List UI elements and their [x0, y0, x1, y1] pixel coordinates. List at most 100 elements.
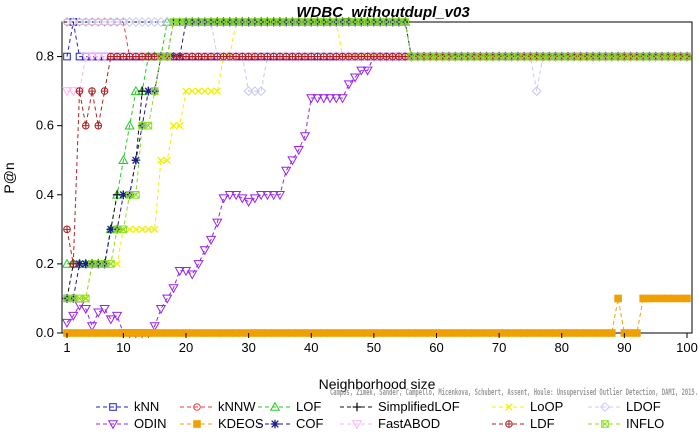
data-point — [482, 329, 491, 337]
x-tick-label: 40 — [304, 340, 318, 355]
data-point — [187, 270, 198, 280]
data-point — [107, 52, 115, 61]
data-point — [107, 260, 115, 268]
data-point — [232, 52, 240, 61]
data-point — [601, 420, 609, 428]
x-axis-label: Neighborhood size — [319, 376, 436, 392]
data-point — [88, 87, 96, 95]
data-point — [520, 329, 528, 337]
data-point — [683, 294, 691, 303]
data-point — [118, 154, 129, 165]
x-tick-label: 1 — [63, 340, 70, 355]
data-point — [269, 401, 281, 411]
data-point — [326, 52, 334, 61]
data-point — [144, 329, 153, 337]
data-point — [451, 329, 460, 337]
data-point — [107, 420, 119, 430]
data-point — [119, 52, 128, 61]
data-point — [150, 52, 159, 61]
data-point — [238, 52, 247, 61]
credit-note: Campos, Zimek, Sander, Campello, Micenko… — [330, 387, 698, 398]
data-point — [514, 329, 522, 337]
data-point — [301, 52, 309, 61]
data-point — [357, 52, 366, 61]
data-point — [582, 329, 591, 337]
data-point — [218, 194, 229, 204]
data-point — [319, 52, 328, 61]
x-tick-label: 50 — [367, 340, 381, 355]
data-point — [426, 329, 435, 337]
data-point — [349, 73, 361, 83]
data-point — [150, 329, 159, 337]
x-tick-label: 30 — [241, 340, 255, 355]
legend-item-loop: LoOP — [492, 399, 563, 414]
legend-label: LDOF — [626, 399, 661, 414]
x-tick-label: 90 — [617, 340, 631, 355]
legend-item-ldof: LDOF — [588, 399, 661, 414]
data-point — [243, 197, 254, 208]
data-point — [294, 52, 303, 61]
data-point — [150, 225, 159, 234]
data-point — [531, 86, 542, 97]
data-point — [226, 329, 234, 337]
data-point — [226, 52, 234, 61]
legend-label: kNNW — [218, 399, 256, 414]
data-point — [81, 294, 90, 303]
data-point — [182, 52, 190, 61]
data-point — [395, 52, 403, 61]
data-point — [155, 305, 167, 315]
data-point — [111, 311, 123, 322]
data-point — [288, 52, 297, 61]
y-tick-label: 0.2 — [36, 256, 54, 271]
data-point — [256, 86, 267, 97]
data-point — [69, 329, 78, 337]
data-point — [313, 329, 322, 337]
data-point — [345, 329, 353, 337]
data-point — [255, 190, 267, 201]
data-point — [269, 329, 278, 337]
data-point — [174, 267, 185, 277]
data-point — [639, 294, 647, 303]
data-point — [438, 329, 447, 337]
data-point — [175, 121, 184, 130]
legend-item-odin: ODIN — [96, 416, 167, 431]
x-tick-label: 10 — [116, 340, 130, 355]
y-tick-label: 0.0 — [36, 325, 54, 340]
plot-frame — [61, 21, 693, 334]
data-point — [81, 259, 91, 269]
legend-item-inflo: INFLO — [588, 416, 664, 431]
legend-item-fastabod: FastABOD — [340, 416, 440, 431]
data-point — [193, 420, 201, 428]
data-point — [163, 52, 172, 61]
data-point — [157, 329, 165, 337]
data-point — [274, 190, 286, 201]
data-point — [601, 329, 610, 337]
data-point — [81, 329, 90, 337]
series-line — [66, 21, 687, 58]
data-point — [489, 329, 497, 337]
data-point — [263, 329, 272, 337]
data-point — [175, 329, 184, 337]
data-point — [113, 329, 121, 337]
data-point — [100, 329, 109, 337]
data-point — [132, 329, 140, 337]
data-point — [301, 329, 309, 337]
series-odin — [61, 52, 693, 339]
data-point — [132, 225, 140, 234]
data-point — [370, 52, 378, 61]
data-point — [125, 225, 134, 234]
data-point — [338, 329, 347, 337]
data-point — [212, 218, 223, 228]
legend: kNN kNNW LOF SimplifiedLOF LoOP LDOF ODIN KDEOS… — [96, 399, 664, 431]
data-point — [88, 329, 96, 337]
x-tick-label: 20 — [179, 340, 193, 355]
data-point — [107, 329, 115, 337]
data-point — [93, 52, 104, 62]
data-point — [80, 52, 91, 62]
data-point — [251, 329, 259, 337]
data-point — [238, 329, 247, 337]
legend-label: kNN — [134, 399, 159, 414]
data-point — [382, 329, 391, 337]
data-point — [312, 94, 323, 104]
